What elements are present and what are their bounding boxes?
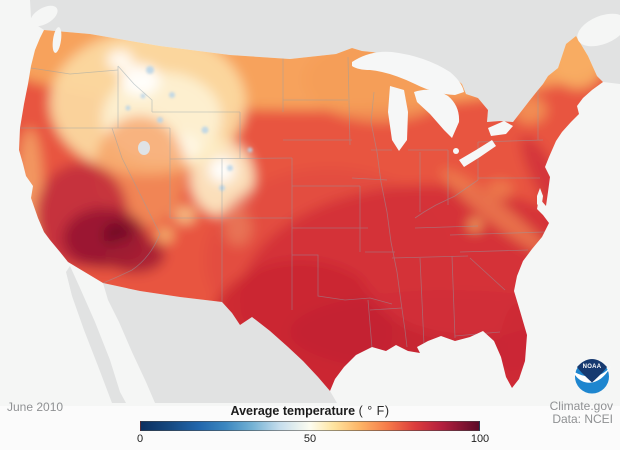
date-label: June 2010 [7, 400, 64, 414]
colorbar-ticks: 0 50 100 [136, 433, 489, 447]
legend-title-text: Average temperature [230, 404, 356, 418]
noaa-logo-text: NOAA [583, 364, 602, 370]
colorbar [140, 421, 480, 431]
us-average-temperature-map [19, 0, 620, 403]
tick-50: 50 [303, 433, 317, 445]
noaa-logo-sky [577, 359, 607, 383]
legend-title-unit: ( ° F) [358, 404, 390, 418]
tick-100: 100 [470, 433, 490, 445]
noaa-logo-gull [573, 366, 611, 383]
credit-climate-gov: Climate.gov [549, 399, 613, 413]
credits: Climate.gov Data: NCEI [550, 400, 613, 425]
water-details [30, 5, 620, 210]
state-borders [19, 56, 546, 349]
mountain-snow-speckles [125, 66, 253, 191]
legend-title: Average temperature ( ° F) [0, 404, 620, 418]
canada-region [30, 0, 620, 122]
noaa-logo: NOAA [573, 359, 611, 394]
credit-data-ncei: Data: NCEI [552, 411, 613, 426]
tick-0: 0 [136, 433, 144, 445]
mexico-region [66, 266, 337, 403]
great-lakes [352, 51, 513, 167]
